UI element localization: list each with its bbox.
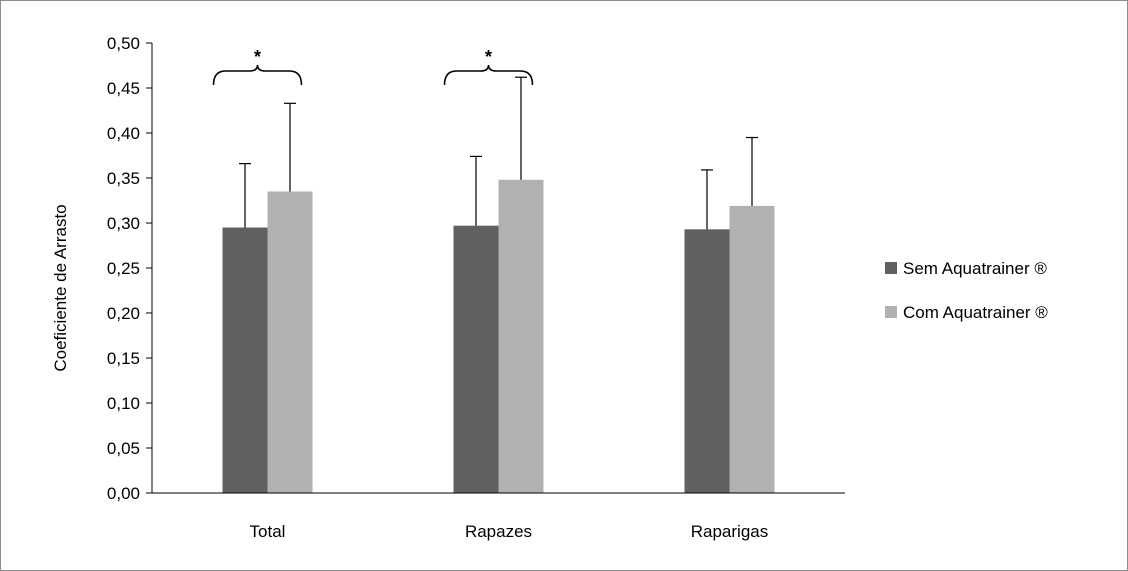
- significance-brace: [212, 64, 303, 86]
- y-tick-label: 0,30: [107, 214, 140, 233]
- bar-sem-2: [684, 229, 730, 494]
- x-axis-labels: Total Rapazes Raparigas: [250, 522, 769, 541]
- legend-label-0: Sem Aquatrainer ®: [903, 259, 1047, 278]
- y-tick-label: 0,00: [107, 484, 140, 503]
- legend-label-1: Com Aquatrainer ®: [903, 303, 1048, 322]
- y-tick-label: 0,35: [107, 169, 140, 188]
- significance-star: *: [485, 47, 492, 67]
- x-category-label: Total: [250, 522, 286, 541]
- legend-swatch-0: [885, 262, 897, 274]
- y-tick-label: 0,45: [107, 79, 140, 98]
- bar-sem-1: [453, 225, 499, 493]
- y-tick-label: 0,10: [107, 394, 140, 413]
- legend-swatch-1: [885, 306, 897, 318]
- x-category-label: Raparigas: [691, 522, 769, 541]
- y-tick-label: 0,15: [107, 349, 140, 368]
- y-axis-ticks: 0,00 0,05 0,10 0,15 0,20 0,25 0,30 0,35 0,40 0,45…: [107, 34, 152, 503]
- bar-com-0: [267, 191, 313, 493]
- y-axis-title: Coeficiente de Arrasto: [51, 204, 70, 371]
- y-tick-label: 0,50: [107, 34, 140, 53]
- y-tick-label: 0,25: [107, 259, 140, 278]
- legend: Sem Aquatrainer ® Com Aquatrainer ®: [885, 259, 1048, 322]
- y-tick-label: 0,05: [107, 439, 140, 458]
- bars: [222, 179, 775, 494]
- bar-sem-0: [222, 227, 268, 493]
- x-category-label: Rapazes: [465, 522, 532, 541]
- error-bars: [239, 76, 758, 230]
- y-tick-label: 0,20: [107, 304, 140, 323]
- significance-markers: * *: [212, 47, 534, 86]
- significance-star: *: [254, 47, 261, 67]
- y-tick-label: 0,40: [107, 124, 140, 143]
- bar-com-2: [729, 205, 775, 493]
- bar-com-1: [498, 179, 544, 494]
- significance-brace: [443, 64, 534, 86]
